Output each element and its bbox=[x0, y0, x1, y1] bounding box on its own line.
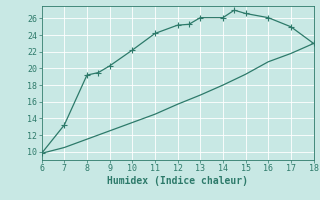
X-axis label: Humidex (Indice chaleur): Humidex (Indice chaleur) bbox=[107, 176, 248, 186]
